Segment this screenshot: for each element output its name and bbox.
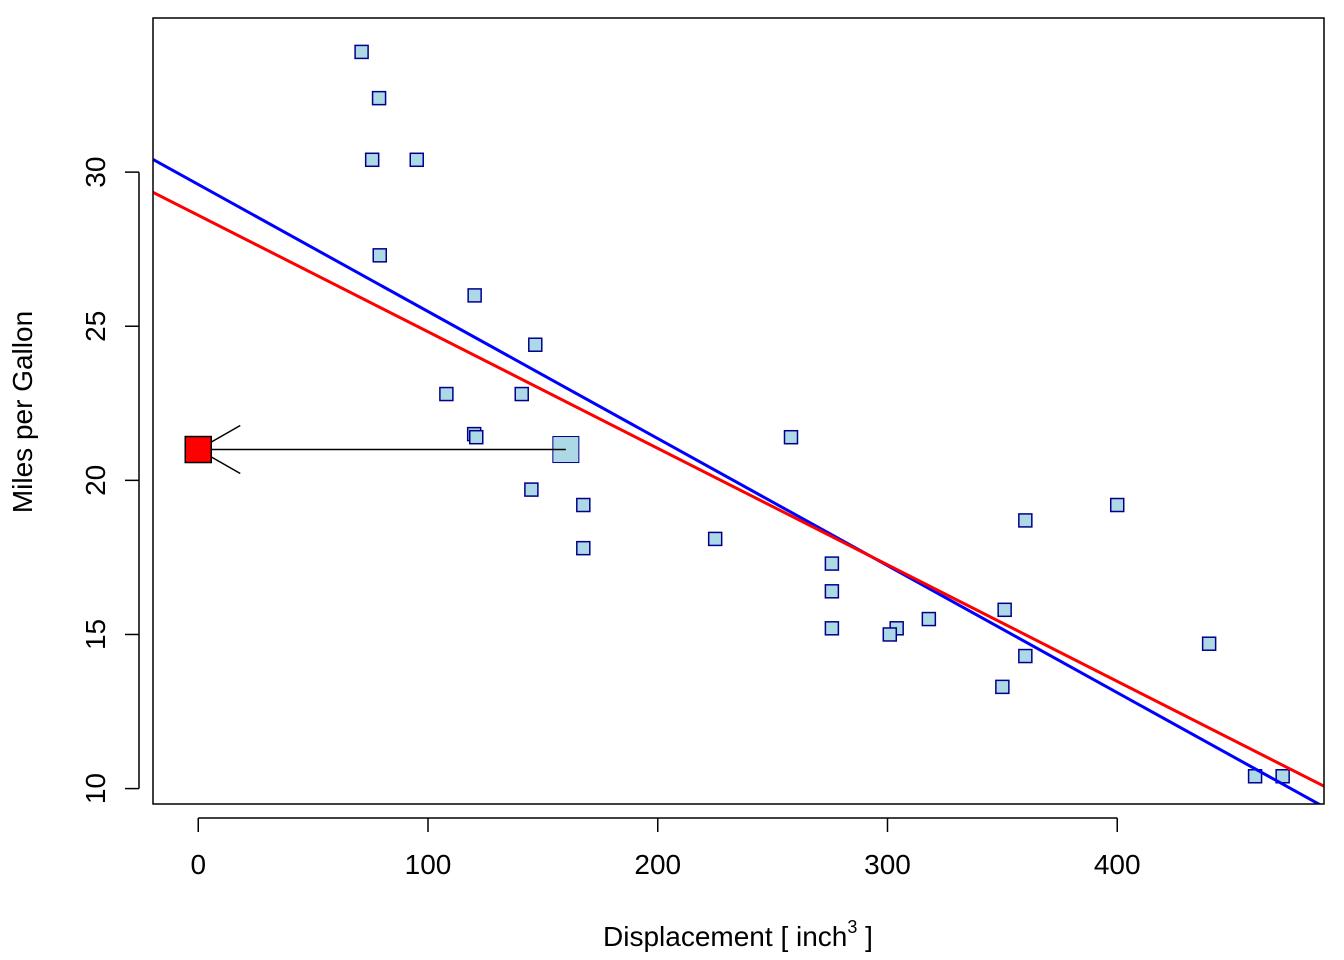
x-tick-label-4: 400 xyxy=(1094,849,1141,880)
data-point-17 xyxy=(371,90,387,106)
plot-marks xyxy=(153,44,1324,804)
data-point-24 xyxy=(1109,497,1125,513)
x-axis-label-tail: ] xyxy=(857,921,873,952)
data-point-30 xyxy=(882,627,898,642)
data-point-4 xyxy=(1018,513,1033,528)
data-point-6 xyxy=(1018,648,1033,664)
regression-line-1 xyxy=(153,190,1324,788)
x-tick-label-2: 200 xyxy=(634,849,681,880)
data-point-8 xyxy=(514,386,529,402)
data-point-23 xyxy=(995,679,1010,695)
data-point-27 xyxy=(409,152,424,168)
y-tick-label-2: 20 xyxy=(80,465,111,496)
data-point-16 xyxy=(1201,636,1217,651)
data-point-2 xyxy=(439,386,454,402)
x-tick-label-0: 0 xyxy=(190,849,206,880)
data-point-29 xyxy=(524,482,539,497)
data-point-26 xyxy=(467,288,482,303)
y-tick-label-0: 10 xyxy=(80,773,111,804)
regression-line-0 xyxy=(153,158,1322,804)
x-axis-label-superscript: 3 xyxy=(847,917,857,937)
y-tick-label-4: 30 xyxy=(80,157,111,188)
data-point-3 xyxy=(783,429,799,445)
data-point-9 xyxy=(576,497,591,513)
data-point-7 xyxy=(528,337,543,352)
data-point-28 xyxy=(997,602,1012,618)
data-point-21 xyxy=(921,611,937,627)
y-tick-label-3: 25 xyxy=(80,311,111,342)
data-point-12 xyxy=(824,556,840,571)
x-tick-label-1: 100 xyxy=(405,849,452,880)
y-axis-label: Miles per Gallon xyxy=(7,311,38,513)
data-point-25 xyxy=(372,248,388,263)
x-axis-label-main: Displacement [ inch xyxy=(603,921,847,952)
projected-point xyxy=(184,435,213,464)
x-tick-label-3: 300 xyxy=(864,849,911,880)
data-point-31 xyxy=(468,429,484,445)
data-point-18 xyxy=(364,152,380,168)
data-point-11 xyxy=(824,584,840,599)
plot-frame xyxy=(152,17,1325,805)
x-axis-label: Displacement [ inch3 ] xyxy=(603,917,873,952)
y-tick-label-1: 15 xyxy=(80,619,111,650)
data-point-19 xyxy=(354,44,369,60)
x-axis: 0 100 200 300 400 xyxy=(190,817,1141,880)
data-point-13 xyxy=(824,621,840,636)
data-point-10 xyxy=(576,540,591,556)
data-point-5 xyxy=(707,531,723,547)
y-axis: 10 15 20 25 30 xyxy=(80,157,140,804)
